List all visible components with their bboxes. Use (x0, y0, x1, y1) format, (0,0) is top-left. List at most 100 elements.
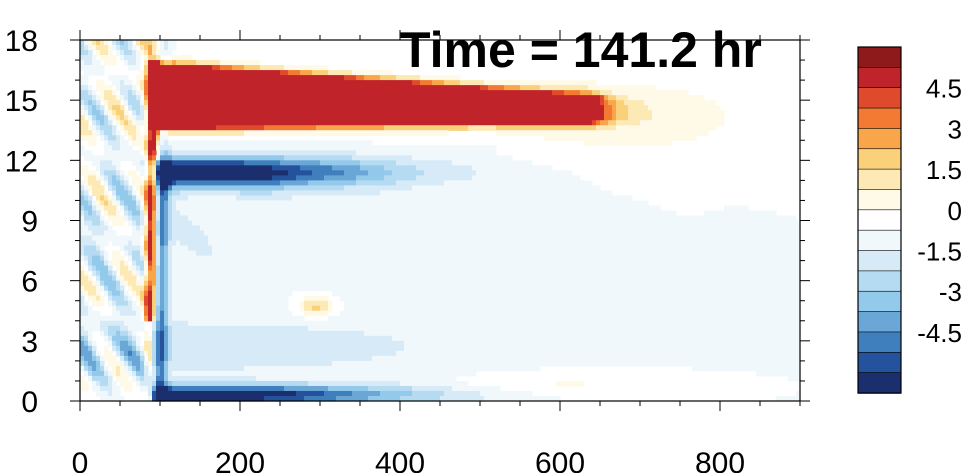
heatmap-cell (428, 215, 433, 222)
heatmap-cell (284, 230, 289, 237)
heatmap-cell (188, 125, 193, 131)
heatmap-cell (352, 105, 357, 111)
heatmap-cell (544, 115, 549, 121)
heatmap-cell (320, 180, 325, 186)
heatmap-cell (284, 110, 289, 116)
heatmap-cell (684, 220, 689, 227)
heatmap-cell (632, 120, 637, 126)
heatmap-cell (660, 235, 665, 242)
heatmap-cell (656, 135, 661, 141)
heatmap-cell (160, 170, 165, 176)
heatmap-cell (684, 100, 689, 106)
heatmap-cell (440, 240, 445, 247)
heatmap-cell (272, 150, 277, 156)
heatmap-cell (168, 225, 173, 232)
heatmap-cell (292, 145, 297, 151)
heatmap-cell (492, 160, 497, 166)
heatmap-cell (124, 100, 129, 106)
heatmap-cell (96, 220, 101, 227)
heatmap-cell (188, 245, 193, 252)
heatmap-cell (612, 210, 617, 217)
heatmap-cell (316, 175, 321, 181)
heatmap-cell (356, 170, 361, 176)
heatmap-cell (328, 180, 333, 186)
heatmap-cell (640, 95, 645, 101)
heatmap-cell (188, 190, 193, 197)
heatmap-cell (220, 75, 225, 81)
heatmap-cell (424, 215, 429, 222)
heatmap-cell (480, 170, 485, 176)
heatmap-cell (424, 85, 429, 91)
heatmap-cell (748, 225, 753, 232)
heatmap-cell (204, 240, 209, 247)
heatmap-cell (92, 245, 97, 252)
heatmap-cell (616, 220, 621, 227)
heatmap-cell (660, 140, 665, 146)
heatmap-cell (592, 80, 597, 86)
heatmap-cell (188, 55, 193, 61)
heatmap-cell (236, 240, 241, 247)
heatmap-cell (480, 215, 485, 222)
heatmap-cell (248, 215, 253, 222)
heatmap-cell (612, 235, 617, 242)
heatmap-cell (92, 90, 97, 96)
heatmap-cell (620, 135, 625, 141)
heatmap-cell (116, 215, 121, 222)
heatmap-cell (132, 65, 137, 71)
heatmap-cell (336, 150, 341, 156)
heatmap-cell (460, 235, 465, 242)
heatmap-cell (408, 130, 413, 136)
heatmap-cell (396, 80, 401, 86)
heatmap-cell (128, 60, 133, 66)
heatmap-cell (80, 240, 85, 247)
heatmap-cell (136, 60, 141, 66)
heatmap-cell (640, 200, 645, 207)
heatmap-cell (272, 115, 277, 121)
heatmap-cell (168, 205, 173, 212)
heatmap-cell (148, 95, 153, 101)
heatmap-cell (592, 225, 597, 232)
heatmap-cell (332, 240, 337, 247)
heatmap-cell (272, 200, 277, 207)
heatmap-cell (280, 175, 285, 181)
heatmap-cell (264, 210, 269, 217)
heatmap-cell (532, 110, 537, 116)
heatmap-cell (404, 215, 409, 222)
heatmap-cell (576, 190, 581, 197)
heatmap-cell (588, 100, 593, 106)
heatmap-cell (184, 190, 189, 197)
heatmap-cell (628, 95, 633, 101)
heatmap-cell (356, 230, 361, 237)
heatmap-cell (384, 220, 389, 227)
heatmap-cell (80, 235, 85, 242)
heatmap-cell (244, 90, 249, 96)
heatmap-cell (516, 230, 521, 237)
heatmap-cell (292, 200, 297, 207)
heatmap-cell (120, 75, 125, 81)
heatmap-cell (456, 240, 461, 247)
heatmap-cell (316, 185, 321, 192)
heatmap-cell (700, 125, 705, 131)
heatmap-cell (184, 130, 189, 136)
heatmap-cell (568, 185, 573, 192)
heatmap-cell (276, 130, 281, 136)
heatmap-cell (456, 115, 461, 121)
heatmap-cell (476, 205, 481, 212)
heatmap-cell (416, 205, 421, 212)
heatmap-cell (564, 215, 569, 222)
heatmap-cell (208, 165, 213, 171)
heatmap-cell (688, 220, 693, 227)
heatmap-cell (164, 245, 169, 252)
heatmap-cell (128, 45, 133, 51)
heatmap-cell (120, 90, 125, 96)
heatmap-cell (704, 115, 709, 121)
heatmap-cell (248, 150, 253, 156)
heatmap-cell (568, 105, 573, 111)
heatmap-cell (204, 155, 209, 161)
heatmap-cell (204, 85, 209, 91)
heatmap-cell (164, 215, 169, 222)
heatmap-cell (104, 130, 109, 136)
heatmap-cell (148, 160, 153, 166)
heatmap-cell (152, 170, 157, 176)
heatmap-cell (172, 185, 177, 192)
